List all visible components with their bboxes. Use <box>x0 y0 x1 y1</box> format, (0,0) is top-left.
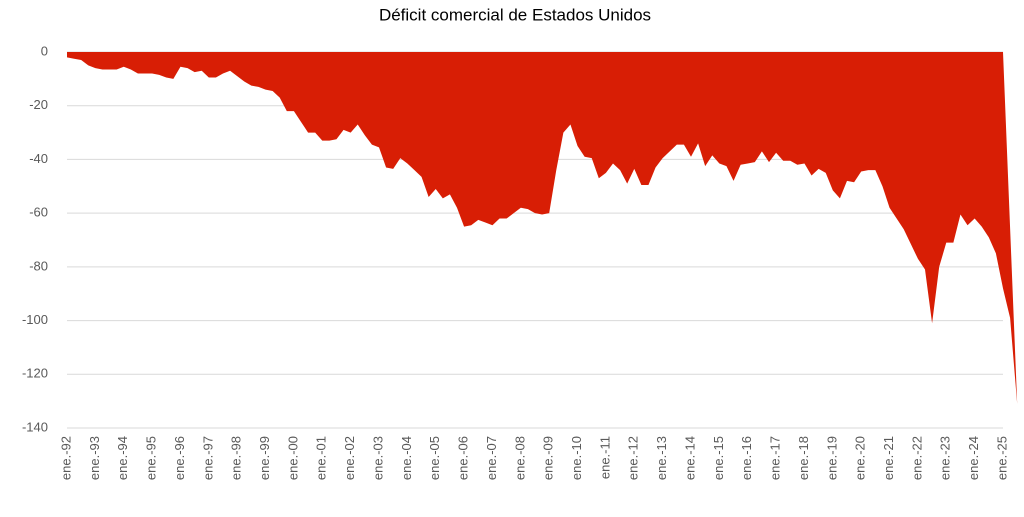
x-tick-label: ene.-15 <box>711 436 726 480</box>
x-tick-label: ene.-95 <box>144 436 159 480</box>
x-tick-label: ene.-16 <box>739 436 754 480</box>
x-tick-label: ene.-14 <box>682 436 697 480</box>
x-tick-label: ene.-04 <box>399 436 414 480</box>
x-tick-label: ene.-13 <box>654 436 669 480</box>
x-tick-label: ene.-12 <box>626 436 641 480</box>
x-tick-label: ene.-03 <box>370 436 385 480</box>
x-tick-label: ene.-20 <box>853 436 868 480</box>
x-tick-label: ene.-17 <box>768 436 783 480</box>
x-tick-label: ene.-97 <box>200 436 215 480</box>
area <box>67 52 1018 404</box>
x-tick-label: ene.-98 <box>229 436 244 480</box>
x-tick-label: ene.-19 <box>824 436 839 480</box>
x-tick-label: ene.-06 <box>456 436 471 480</box>
x-tick-label: ene.-18 <box>796 436 811 480</box>
x-tick-label: ene.-09 <box>541 436 556 480</box>
x-tick-label: ene.-25 <box>994 436 1009 480</box>
x-tick-label: ene.-02 <box>342 436 357 480</box>
x-tick-label: ene.-24 <box>966 436 981 480</box>
x-tick-label: ene.-23 <box>938 436 953 480</box>
y-tick-label: 0 <box>41 43 48 58</box>
x-tick-label: ene.-21 <box>881 436 896 480</box>
x-tick-label: ene.-96 <box>172 436 187 480</box>
x-tick-label: ene.-00 <box>285 436 300 480</box>
chart-title: Déficit comercial de Estados Unidos <box>379 5 651 24</box>
y-tick-label: -60 <box>29 205 48 220</box>
y-tick-label: -120 <box>22 366 48 381</box>
x-tick-label: ene.-92 <box>58 436 73 480</box>
x-tick-label: ene.-05 <box>427 436 442 480</box>
x-tick-label: ene.-08 <box>512 436 527 480</box>
y-tick-label: -20 <box>29 97 48 112</box>
y-tick-label: -140 <box>22 419 48 434</box>
x-tick-label: ene.-07 <box>484 436 499 480</box>
y-tick-label: -100 <box>22 312 48 327</box>
x-tick-label: ene.-99 <box>257 436 272 480</box>
x-tick-label: ene.-01 <box>314 436 329 480</box>
x-tick-label: ene.-94 <box>115 436 130 480</box>
x-tick-label: ene.-10 <box>569 436 584 480</box>
x-tick-label: ene.-11 <box>597 436 612 479</box>
x-tick-label: ene.-22 <box>909 436 924 480</box>
y-tick-label: -40 <box>29 151 48 166</box>
x-tick-label: ene.-93 <box>87 436 102 480</box>
y-tick-label: -80 <box>29 258 48 273</box>
